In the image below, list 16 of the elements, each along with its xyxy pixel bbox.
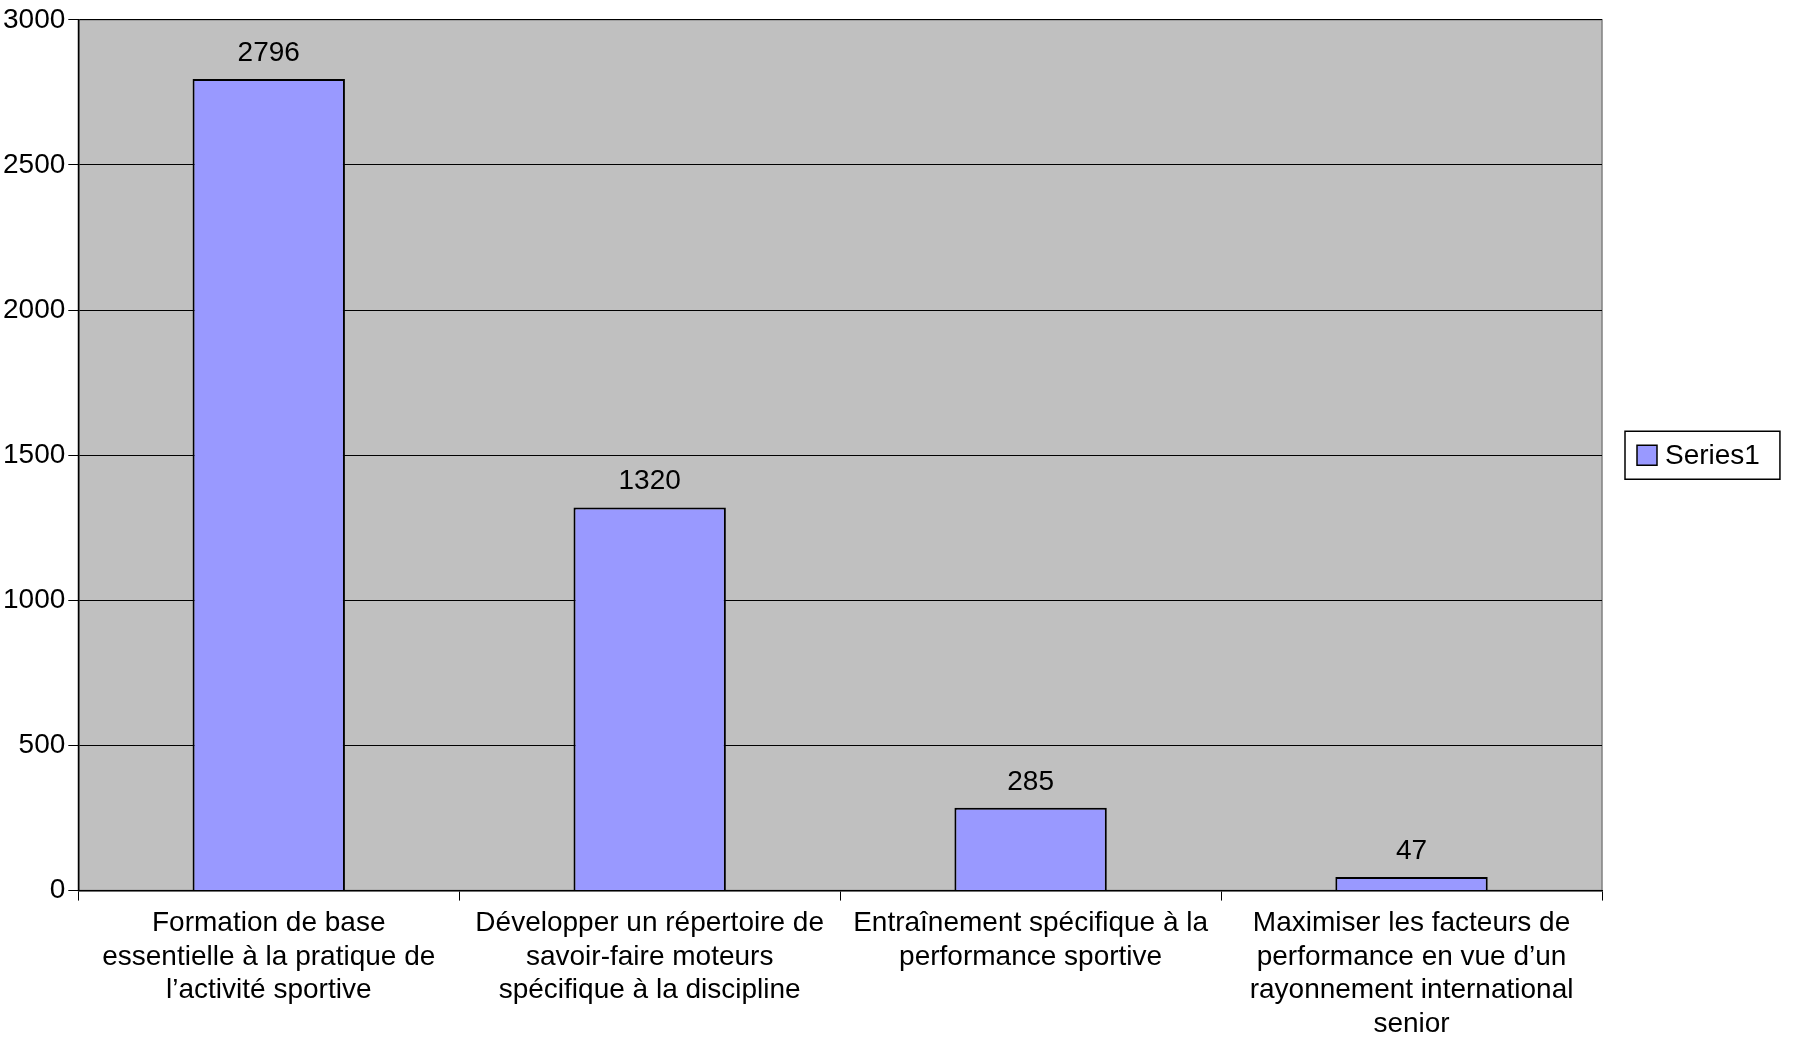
data-label: 1320 (618, 464, 681, 496)
x-tick-label: Maximiser les facteurs de performance en vue d’un rayonnement international senior (1249, 906, 1574, 1038)
legend-label: Series1 (1665, 438, 1760, 470)
data-label: 2796 (237, 35, 300, 67)
y-tick-label: 2000 (2, 292, 66, 324)
y-tick-label: 1000 (2, 583, 66, 615)
x-tick-label: Entraînement spécifique à la performance sportive (853, 906, 1209, 971)
x-tick-label: Formation de base essentielle à la pratique de l’activité sportive (102, 906, 436, 1005)
y-tick-label: 3000 (2, 2, 66, 34)
x-tick-label: Développer un répertoire de savoir-faire moteurs spécifique à la discipline (475, 906, 825, 1005)
y-tick-label: 0 (49, 873, 66, 905)
y-tick-label: 500 (18, 728, 66, 760)
y-tick-label: 1500 (2, 437, 66, 469)
data-label: 285 (1007, 764, 1054, 796)
data-label: 47 (1395, 833, 1428, 865)
y-tick-label: 2500 (2, 147, 66, 179)
